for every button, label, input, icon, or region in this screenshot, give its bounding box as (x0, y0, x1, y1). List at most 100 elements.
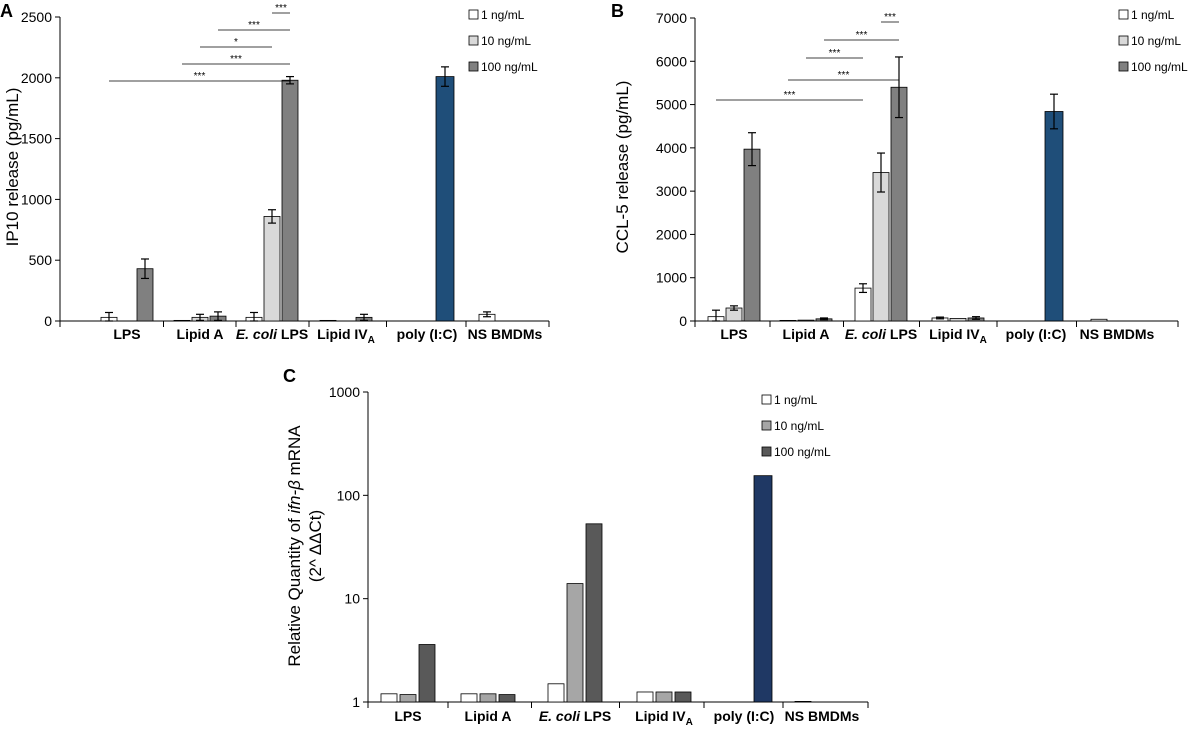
panel-b-bar (949, 318, 967, 322)
panel-a-bar (319, 319, 337, 322)
panel-b-bar (1044, 111, 1064, 322)
panel-c-category-label: poly (I:C) (714, 708, 775, 724)
panel-b-category-label: LPS (720, 326, 747, 342)
panel-a-bar (281, 79, 299, 322)
panel-c: C Relative Quantity of ifn-β mRNA (2^ ΔΔ… (283, 366, 869, 728)
panel-c-legend-swatch (761, 394, 772, 405)
panel-c-legend-label: 100 ng/mL (774, 445, 831, 459)
panel-b-legend-swatch (1118, 9, 1129, 20)
panel-a-legend-label: 1 ng/mL (481, 8, 525, 22)
panel-b: B CCL-5 release (pg/mL) 0 1000 2000 3000 400… (611, 1, 1188, 346)
panel-a-bar (173, 319, 191, 322)
panel-c-bar (479, 693, 497, 703)
panel-a-y-tick-label: 0 (44, 313, 52, 329)
panel-c-y-tick-label: 1000 (329, 384, 360, 400)
panel-b-bar (872, 172, 890, 322)
panel-b-bar (779, 319, 797, 322)
panel-b-legend-swatch (1118, 35, 1129, 46)
panel-b-label: B (611, 1, 624, 21)
panel-b-y-tick-label: 4000 (656, 140, 687, 156)
panel-b-significance-label: *** (838, 70, 850, 81)
panel-b-category-label: Lipid IVA (929, 326, 987, 346)
panel-a-legend-label: 100 ng/mL (481, 60, 538, 74)
panel-b-category-label: Lipid A (783, 326, 830, 342)
panel-c-bar (380, 693, 398, 703)
panel-b-y-tick-label: 1000 (656, 270, 687, 286)
panel-b-y-tick-label: 0 (679, 313, 687, 329)
panel-c-bar (399, 694, 417, 703)
panel-b-y-tick-label: 3000 (656, 183, 687, 199)
panel-c-label: C (283, 366, 296, 386)
panel-b-category-label: poly (I:C) (1006, 326, 1067, 342)
panel-c-category-label: NS BMDMs (785, 708, 860, 724)
panel-a-category-label: Lipid IVA (317, 326, 375, 346)
panel-a-category-label: LPS (113, 326, 140, 342)
panel-b-bar (797, 319, 815, 322)
panel-a-label: A (0, 1, 13, 21)
panel-b-y-tick-label: 6000 (656, 53, 687, 69)
panel-a-category-label: NS BMDMs (468, 326, 543, 342)
panel-b-category-label: NS BMDMs (1080, 326, 1155, 342)
panel-b-legend-label: 1 ng/mL (1131, 8, 1175, 22)
panel-c-category-label: Lipid A (465, 708, 512, 724)
panel-c-bar (794, 701, 812, 703)
panel-a-significance-label: *** (248, 20, 260, 31)
panel-a-y-tick-label: 500 (29, 252, 53, 268)
panel-c-bar (636, 691, 654, 703)
panel-b-bar (1090, 318, 1108, 322)
panel-c-y-tick-label: 1 (352, 694, 360, 710)
panel-c-bar (585, 523, 603, 703)
panel-c-bar (418, 644, 436, 703)
panel-c-category-label: LPS (394, 708, 421, 724)
panel-a-bar (435, 76, 455, 322)
panel-b-category-label: E. coli LPS (845, 326, 917, 342)
panel-c-bar (753, 475, 773, 703)
panel-b-bar (854, 287, 872, 322)
panel-a-y-tick-label: 1500 (21, 131, 52, 147)
panel-a-significance-label: * (234, 37, 238, 48)
panel-c-y-label-after: mRNA (285, 425, 304, 480)
panel-b-y-tick-label: 7000 (656, 10, 687, 26)
panel-a-legend-swatch (468, 61, 479, 72)
panel-b-significance-label: *** (884, 12, 896, 23)
panel-c-y-tick-label: 10 (344, 591, 360, 607)
panel-c-bar (655, 691, 673, 703)
panel-b-y-axis-label: CCL-5 release (pg/mL) (613, 81, 632, 254)
panel-c-category-label: E. coli LPS (539, 708, 611, 724)
panel-a-category-label: poly (I:C) (397, 326, 458, 342)
panel-b-y-tick-label: 5000 (656, 97, 687, 113)
panel-a-y-tick-label: 2000 (21, 70, 52, 86)
panel-a-bar (263, 216, 281, 322)
panel-c-bar (674, 691, 692, 703)
panel-b-y-tick-label: 2000 (656, 226, 687, 242)
panel-c-legend-label: 1 ng/mL (774, 393, 818, 407)
panel-c-category-label: Lipid IVA (635, 708, 693, 728)
panel-a-category-label: E. coli LPS (236, 326, 308, 342)
panel-a-significance-label: *** (275, 3, 287, 14)
panel-c-y-label-italic: ifn-β (285, 480, 304, 514)
panel-b-legend-label: 100 ng/mL (1131, 60, 1188, 74)
panel-b-significance-label: *** (784, 90, 796, 101)
panel-b-legend-label: 10 ng/mL (1131, 34, 1181, 48)
panel-a-legend-swatch (468, 9, 479, 20)
panel-c-legend-swatch (761, 446, 772, 457)
panel-c-legend-label: 10 ng/mL (774, 419, 824, 433)
panel-c-y-label-before: Relative Quantity of (285, 514, 304, 667)
panel-a-y-tick-label: 1000 (21, 191, 52, 207)
panel-a-significance-label: *** (194, 71, 206, 82)
panel-c-y-tick-label: 100 (337, 487, 361, 503)
panel-c-bar (547, 683, 565, 703)
panel-c-y-axis-label-line2: (2^ ΔΔCt) (306, 510, 325, 582)
panel-a-significance-label: *** (230, 54, 242, 65)
panel-c-bar (460, 693, 478, 703)
panel-c-bar (566, 583, 584, 703)
panel-c-legend-swatch (761, 420, 772, 431)
panel-b-significance-label: *** (829, 48, 841, 59)
panel-b-significance-label: *** (856, 30, 868, 41)
panel-a-legend-swatch (468, 35, 479, 46)
panel-c-bar (498, 694, 516, 703)
panel-b-bar (890, 86, 908, 322)
panel-a-y-tick-label: 2500 (21, 9, 52, 25)
panel-b-legend-swatch (1118, 61, 1129, 72)
